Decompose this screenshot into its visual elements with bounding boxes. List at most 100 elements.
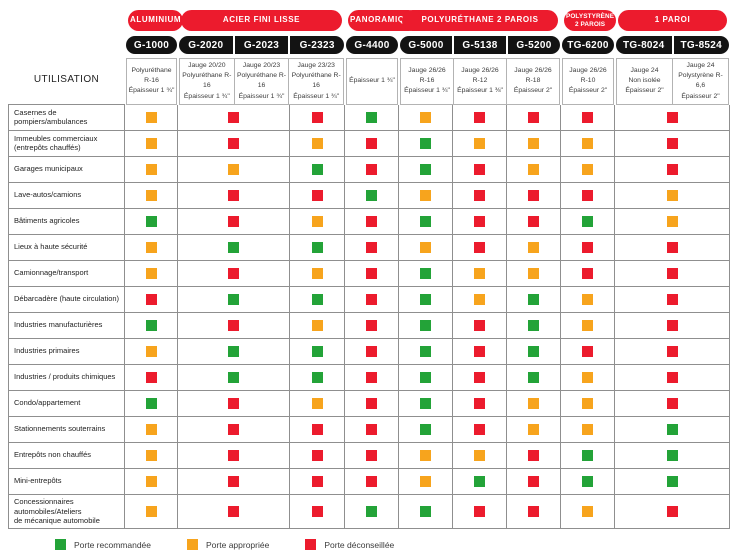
rating-square-red	[366, 319, 377, 331]
usage-row-label: Débarcadère (haute circulation)	[8, 286, 125, 313]
rating-square-red	[474, 505, 485, 517]
rating-cell	[290, 364, 345, 391]
rating-square-red	[474, 189, 485, 201]
rating-square-green	[420, 215, 431, 227]
model-specs: Jauge 26/26 R-16 Épaisseur 1 ¾"	[404, 67, 450, 95]
rating-cell	[507, 286, 561, 313]
rating-cell	[615, 182, 730, 209]
model-bar-cell: TG-6200	[561, 36, 615, 56]
rating-cell	[615, 260, 730, 287]
rating-square-red	[528, 189, 539, 201]
group-pill: POLYURÉTHANE 2 PAROIS	[402, 10, 558, 31]
rating-square-yellow	[582, 319, 593, 331]
rating-cell	[345, 390, 399, 417]
rating-cell	[399, 208, 453, 235]
rating-cell	[125, 364, 178, 391]
rating-cell	[125, 260, 178, 287]
rating-cell	[290, 182, 345, 209]
spec-group-cell: Épaisseur 1 ¾"	[345, 56, 399, 105]
rating-cell	[615, 338, 730, 365]
rating-cell	[345, 494, 399, 529]
group-cell: 1 PAROI	[615, 8, 730, 36]
rating-cell	[399, 494, 453, 529]
rating-cell	[290, 390, 345, 417]
rating-square-green	[228, 371, 239, 383]
rating-cell	[561, 312, 615, 339]
rating-cell	[507, 104, 561, 131]
group-cell: ALUMINIUM	[125, 8, 184, 36]
rating-cell	[453, 442, 507, 469]
rating-square-yellow	[420, 189, 431, 201]
rating-cell	[507, 260, 561, 287]
rating-square-red	[528, 475, 539, 487]
rating-square-green	[311, 241, 323, 253]
usage-row-label: Bâtiments agricoles	[8, 208, 125, 235]
legend-swatch-red	[305, 539, 317, 550]
rating-square-yellow	[582, 163, 593, 175]
rating-cell	[290, 130, 345, 157]
rating-cell	[290, 156, 345, 183]
usage-row-label: Stationnements souterrains	[8, 416, 125, 443]
rating-cell	[125, 104, 178, 131]
rating-square-red	[311, 111, 323, 123]
rating-cell	[290, 338, 345, 365]
rating-cell	[507, 312, 561, 339]
spec-group-cell: Jauge 20/20 Polyuréthane R-16 Épaisseur …	[178, 56, 345, 105]
model-specs: Jauge 20/23 Polyuréthane R-16 Épaisseur …	[233, 59, 289, 104]
rating-square-yellow	[582, 397, 593, 409]
rating-square-green	[528, 371, 539, 383]
rating-square-red	[528, 505, 539, 517]
rating-cell	[453, 338, 507, 365]
model-specs: Polyuréthane R-16 Épaisseur 1 ¾"	[128, 67, 175, 95]
rating-square-yellow	[145, 111, 157, 123]
rating-square-yellow	[420, 111, 431, 123]
rating-square-red	[366, 475, 377, 487]
rating-cell	[561, 260, 615, 287]
rating-square-green	[311, 163, 323, 175]
rating-square-green	[420, 319, 431, 331]
rating-square-green	[420, 345, 431, 357]
model-name: TG-6200	[567, 39, 609, 51]
rating-cell	[399, 260, 453, 287]
model-name: G-4400	[354, 39, 390, 51]
rating-square-yellow	[582, 137, 593, 149]
rating-cell	[561, 208, 615, 235]
rating-square-red	[582, 241, 593, 253]
rating-square-yellow	[474, 293, 485, 305]
rating-square-red	[228, 449, 239, 461]
rating-cell	[615, 130, 730, 157]
rating-cell	[453, 156, 507, 183]
spec-box: Jauge 20/20 Polyuréthane R-16 Épaisseur …	[179, 58, 344, 105]
model-bar-cell: G-4400	[345, 36, 399, 56]
usage-row-label: Mini-entrepôts	[8, 468, 125, 495]
rating-square-yellow	[420, 241, 431, 253]
rating-cell	[345, 338, 399, 365]
rating-cell	[507, 156, 561, 183]
spec-group-cell: Polyuréthane R-16 Épaisseur 1 ¾"	[125, 56, 178, 105]
rating-cell	[345, 182, 399, 209]
rating-square-red	[311, 475, 323, 487]
rating-cell	[561, 130, 615, 157]
spec-box: Jauge 24 Non isolée Épaisseur 2" Jauge 24…	[616, 58, 729, 105]
rating-cell	[507, 416, 561, 443]
rating-square-red	[474, 319, 485, 331]
group-pill: POLYSTYRÈNE 2 PAROIS	[564, 10, 617, 31]
rating-square-yellow	[311, 397, 323, 409]
rating-cell	[615, 286, 730, 313]
usage-row-label: Lave-autos/camions	[8, 182, 125, 209]
rating-square-green	[474, 475, 485, 487]
legend-label: Porte appropriée	[206, 539, 270, 550]
rating-cell	[615, 416, 730, 443]
rating-square-yellow	[474, 267, 485, 279]
rating-square-red	[366, 345, 377, 357]
rating-cell	[178, 234, 290, 261]
rating-square-green	[145, 215, 157, 227]
rating-square-red	[145, 371, 157, 383]
rating-cell	[178, 156, 290, 183]
rating-cell	[178, 260, 290, 287]
rating-square-red	[366, 215, 377, 227]
rating-cell	[561, 338, 615, 365]
model-bar: TG-8024 TG-8524	[616, 36, 729, 54]
rating-square-green	[582, 215, 593, 227]
rating-square-green	[228, 345, 239, 357]
